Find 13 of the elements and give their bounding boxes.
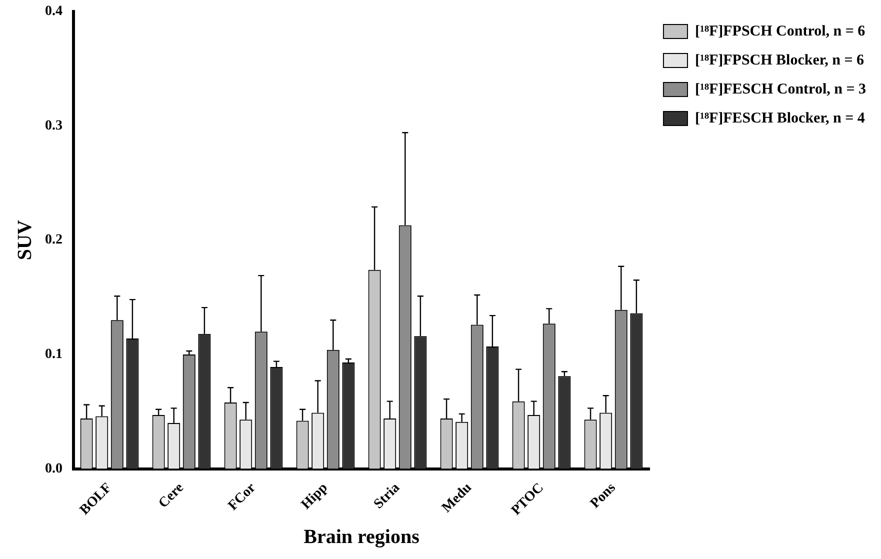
y-tick-label: 0.0: [45, 461, 62, 476]
y-tick-label: 0.3: [45, 118, 62, 134]
x-tick-label: Cere: [156, 480, 187, 512]
y-tick-label: 0.1: [45, 347, 62, 362]
y-axis-title: SUV: [14, 220, 36, 260]
legend-label: [¹⁸F]FESCH Control, n = 3: [694, 81, 866, 98]
legend-label: [¹⁸F]FPSCH Blocker, n = 6: [694, 52, 865, 68]
legend-label: [¹⁸F]FESCH Blocker, n = 4: [694, 110, 866, 126]
y-tick-label: 0.4: [45, 4, 62, 20]
legend-label: [¹⁸F]FPSCH Control, n = 6: [694, 23, 866, 40]
y-tick-label: 0.2: [45, 232, 62, 248]
x-tick-label: Stria: [371, 480, 403, 512]
x-axis-title: Brain regions: [304, 526, 420, 548]
